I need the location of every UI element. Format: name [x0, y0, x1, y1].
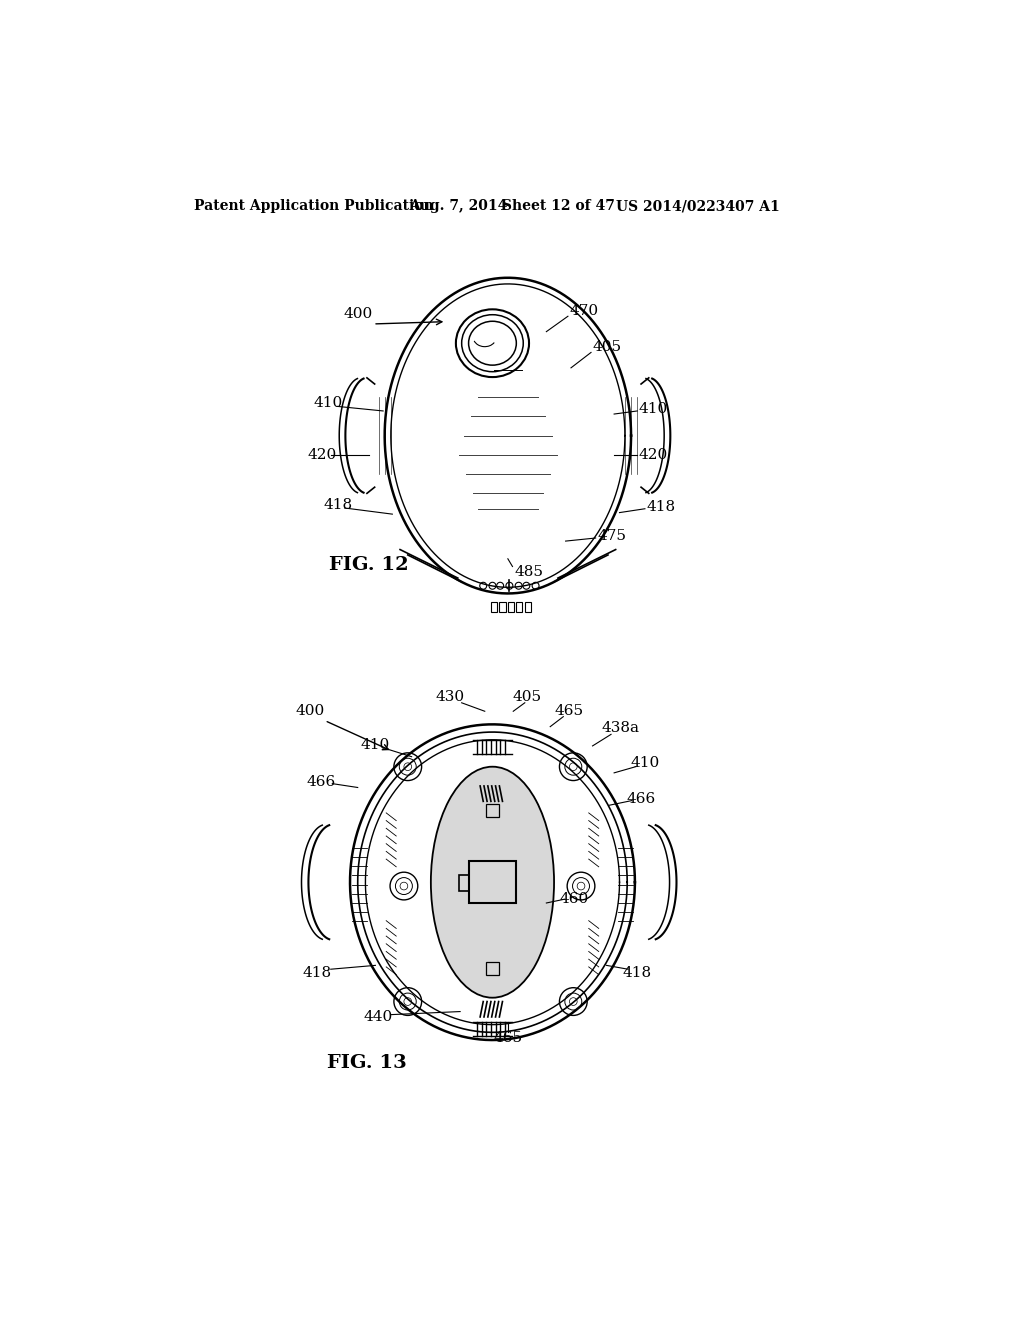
Text: 405: 405	[513, 690, 542, 705]
Text: FIG. 13: FIG. 13	[327, 1055, 407, 1072]
Text: US 2014/0223407 A1: US 2014/0223407 A1	[615, 199, 779, 213]
Text: Patent Application Publication: Patent Application Publication	[194, 199, 433, 213]
Text: 475: 475	[597, 529, 627, 543]
Text: 420: 420	[307, 447, 337, 462]
Text: 430: 430	[435, 690, 465, 705]
Text: 410: 410	[639, 401, 668, 416]
Text: 440: 440	[364, 1010, 393, 1024]
Text: Sheet 12 of 47: Sheet 12 of 47	[502, 199, 614, 213]
Bar	[516, 602, 522, 612]
Text: 466: 466	[627, 792, 655, 807]
Text: 485: 485	[514, 565, 543, 579]
Text: 400: 400	[295, 705, 325, 718]
Text: 470: 470	[569, 304, 599, 318]
Ellipse shape	[431, 767, 554, 998]
Bar	[469, 861, 516, 903]
Bar	[490, 602, 497, 612]
Text: 418: 418	[302, 966, 332, 979]
Text: 418: 418	[646, 500, 676, 515]
Text: 466: 466	[306, 775, 336, 789]
Text: 465: 465	[494, 1031, 522, 1044]
Text: 420: 420	[639, 447, 668, 462]
Text: 418: 418	[323, 498, 352, 512]
Bar	[508, 602, 514, 612]
Text: 460: 460	[559, 892, 589, 906]
Text: 410: 410	[631, 756, 659, 770]
Text: 418: 418	[623, 966, 652, 979]
Text: 438a: 438a	[601, 721, 639, 735]
Text: 465: 465	[555, 705, 584, 718]
Bar	[524, 602, 531, 612]
Bar	[485, 962, 500, 974]
Text: 410: 410	[313, 396, 343, 411]
Bar	[485, 804, 500, 817]
Bar	[460, 875, 469, 891]
Text: 400: 400	[343, 308, 373, 321]
Bar	[500, 602, 506, 612]
Text: FIG. 12: FIG. 12	[330, 556, 409, 574]
Text: 410: 410	[360, 738, 390, 752]
Text: Aug. 7, 2014: Aug. 7, 2014	[410, 199, 508, 213]
Text: 405: 405	[593, 341, 622, 354]
